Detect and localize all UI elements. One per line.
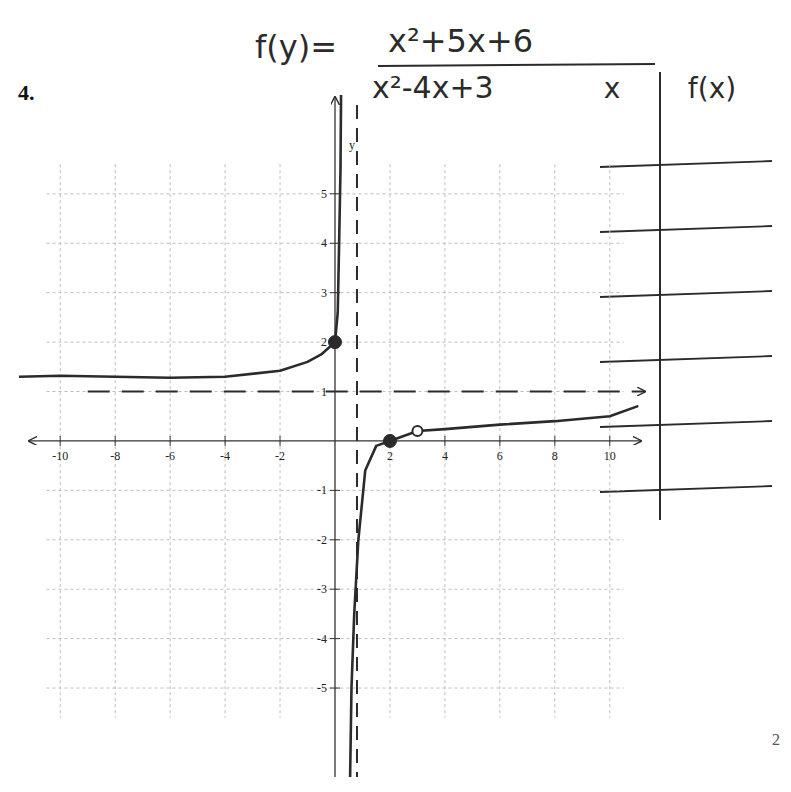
y-tick-label: -3 — [317, 582, 327, 596]
table-header: f(x) — [688, 72, 736, 105]
y-axis — [334, 97, 335, 777]
x-tick — [444, 436, 445, 446]
grid-line — [609, 164, 610, 718]
y-tick-label: -4 — [317, 632, 327, 646]
x-tick-label: 10 — [604, 449, 616, 463]
formula-lhs: f(y)= — [255, 28, 337, 66]
y-tick-label: -1 — [317, 483, 327, 497]
grid-line — [46, 243, 623, 244]
formula-numerator: x²+5x+6 — [388, 22, 533, 60]
fraction-bar — [378, 64, 655, 66]
grid-line — [115, 164, 116, 718]
table-row-line — [600, 421, 772, 427]
y-tick-label: -2 — [317, 533, 327, 547]
x-tick — [609, 436, 610, 446]
x-tick — [60, 436, 61, 446]
x-tick-label: 8 — [552, 449, 558, 463]
grid-line — [46, 193, 623, 194]
y-tick-label: -5 — [317, 681, 327, 695]
curve-group — [19, 95, 637, 777]
y-tick-label: 3 — [321, 286, 327, 300]
grid-line — [170, 164, 171, 718]
table-row-line — [600, 486, 772, 492]
y-tick — [330, 688, 340, 689]
x-tick — [554, 436, 555, 446]
y-tick — [330, 490, 340, 491]
grid-line — [60, 164, 61, 718]
x-tick-label: -4 — [220, 449, 230, 463]
function-curve — [19, 95, 637, 777]
x-tick-label: -8 — [110, 449, 120, 463]
grid-line — [46, 490, 623, 491]
table-row-line — [600, 291, 772, 297]
table-row-line — [600, 356, 772, 362]
vertical-asymptote — [356, 105, 358, 777]
grid-line — [46, 589, 623, 590]
grid-line — [499, 164, 500, 718]
x-tick-label: -2 — [275, 449, 285, 463]
y-tick-label: 4 — [321, 236, 327, 250]
y-axis-label: y — [349, 138, 355, 152]
table-row-line — [600, 226, 772, 232]
table-header: x — [604, 72, 621, 105]
asymptotes — [88, 105, 645, 777]
x-tick-label: -10 — [52, 449, 68, 463]
y-tick-label: 5 — [321, 187, 327, 201]
x-tick — [280, 436, 281, 446]
grid-line — [46, 638, 623, 639]
closed-point — [383, 434, 396, 447]
formula-denominator: x²-4x+3 — [372, 70, 494, 105]
x-tick — [499, 436, 500, 446]
x-tick-label: 4 — [442, 449, 448, 463]
points — [329, 336, 423, 448]
y-tick-label: 2 — [321, 335, 327, 349]
closed-point — [329, 336, 342, 349]
grid-line — [554, 164, 555, 718]
x-tick — [115, 436, 116, 446]
grid-line — [46, 292, 623, 293]
table-row-line — [600, 161, 772, 167]
page-number: 2 — [772, 731, 780, 748]
x-tick-label: 2 — [387, 449, 393, 463]
grid-line — [225, 164, 226, 718]
open-point — [412, 426, 422, 436]
horizontal-asymptote — [88, 391, 645, 393]
y-tick — [330, 589, 340, 590]
grid-line — [46, 688, 623, 689]
y-tick — [330, 638, 340, 639]
grid-line — [280, 164, 281, 718]
x-tick-label: -6 — [165, 449, 175, 463]
x-tick-label: 6 — [497, 449, 503, 463]
x-tick — [225, 436, 226, 446]
grid-line — [444, 164, 445, 718]
table-divider — [659, 72, 661, 520]
y-tick — [330, 539, 340, 540]
y-tick — [330, 193, 340, 194]
grid-line — [46, 539, 623, 540]
problem-number: 4. — [18, 80, 35, 105]
page: 4. f(y)= x²+5x+6 x²-4x+3 x f(x) 2 -10 -8 -6 -4 -2 2 4… — [0, 0, 791, 792]
x-tick — [170, 436, 171, 446]
